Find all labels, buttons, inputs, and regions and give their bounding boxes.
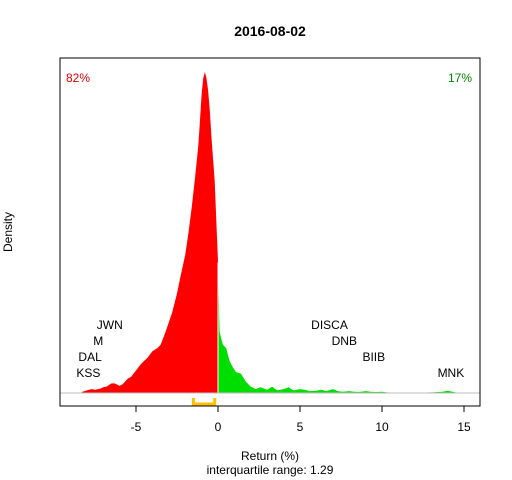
ticker-label-kss: KSS (76, 366, 100, 380)
ticker-label-jwn: JWN (97, 318, 123, 332)
ticker-label-mnk: MNK (438, 366, 465, 380)
iqr-bracket-line (191, 398, 217, 406)
pct-negative-label: 82% (66, 71, 90, 85)
y-axis-label: Density (1, 212, 15, 252)
ticker-label-dnb: DNB (332, 334, 357, 348)
x-tick-label: 15 (457, 420, 471, 434)
x-axis: -5 0 5 10 15 (131, 405, 471, 434)
x-axis-label: Return (%) (241, 449, 299, 463)
pct-positive-label: 17% (448, 71, 472, 85)
positive-density-area (218, 261, 464, 393)
plot-frame (59, 57, 481, 407)
chart-title: 2016-08-02 (234, 23, 306, 39)
ticker-label-dal: DAL (78, 350, 102, 364)
ticker-label-m: M (93, 334, 103, 348)
x-tick-label: 10 (375, 420, 389, 434)
x-tick-label: 0 (215, 420, 222, 434)
x-tick-label: -5 (131, 420, 142, 434)
iqr-subtitle: interquartile range: 1.29 (207, 463, 334, 477)
ticker-label-biib: BIIB (362, 350, 385, 364)
iqr-bracket (191, 398, 217, 406)
ticker-label-disca: DISCA (311, 318, 348, 332)
density-area (81, 72, 464, 393)
x-tick-label: 5 (297, 420, 304, 434)
negative-density-area (81, 72, 219, 393)
ticker-annotations: JWN M DAL KSS DISCA DNB BIIB MNK (76, 318, 464, 380)
